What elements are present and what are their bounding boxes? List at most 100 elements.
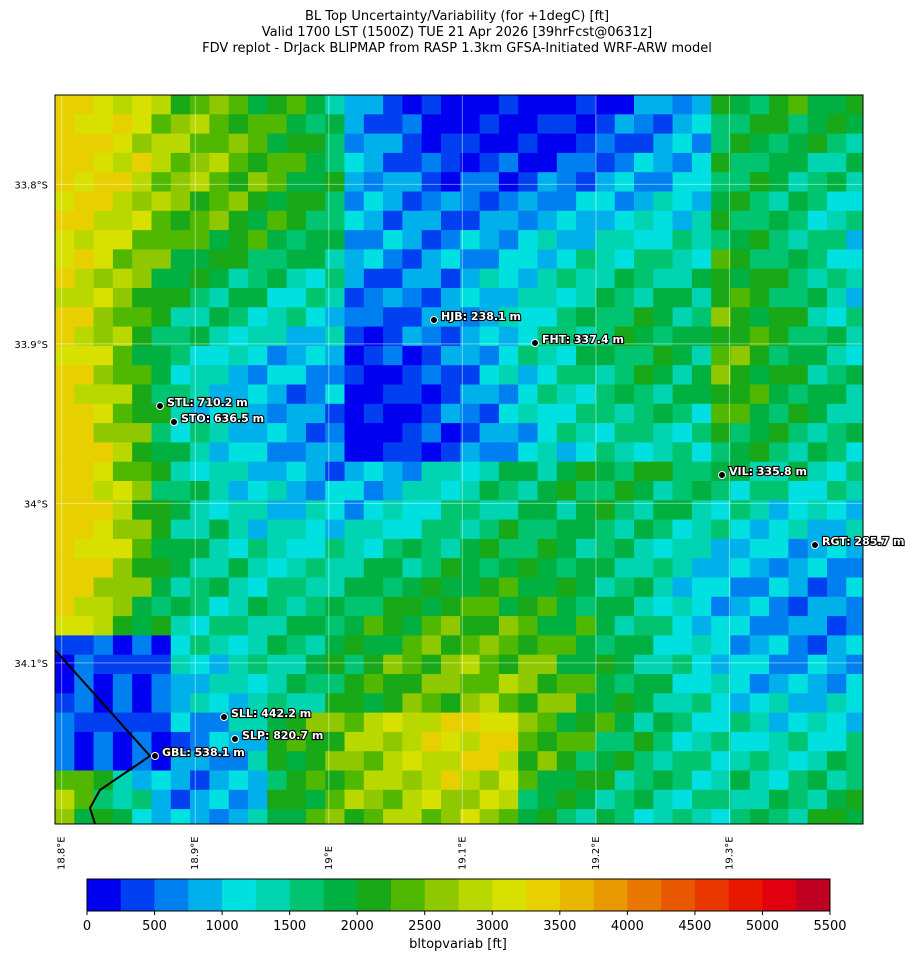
field-cell [827, 345, 847, 366]
field-cell [672, 693, 693, 714]
field-cell [74, 384, 95, 405]
field-cell [421, 693, 442, 714]
field-cell [846, 577, 864, 598]
field-cell [344, 674, 365, 694]
field-cell [807, 481, 828, 501]
field-cell [55, 326, 75, 347]
field-cell [248, 230, 268, 250]
field-cell [55, 577, 75, 598]
field-cell [498, 770, 519, 791]
field-cell [498, 230, 519, 250]
field-cell [479, 403, 500, 424]
field-cell [711, 114, 731, 135]
field-cell [595, 345, 616, 366]
field-cell [595, 809, 616, 825]
field-cell [653, 152, 674, 173]
field-cell [344, 558, 365, 578]
field-cell [383, 519, 403, 540]
field-cell [383, 152, 403, 173]
field-cell [305, 249, 326, 270]
field-cell [653, 693, 674, 714]
field-cell [74, 731, 95, 752]
field-cell [518, 403, 538, 424]
field-cell [93, 95, 114, 115]
field-cell [132, 152, 152, 173]
field-cell [653, 423, 674, 443]
field-cell [498, 809, 519, 825]
field-cell [402, 326, 423, 347]
field-cell [537, 635, 558, 656]
field-cell [769, 423, 789, 443]
field-cell [305, 558, 326, 578]
field-cell [846, 249, 864, 270]
field-cell [93, 423, 114, 443]
field-cell [672, 384, 693, 405]
field-cell [248, 365, 268, 385]
field-cell [55, 519, 75, 540]
field-cell [807, 365, 828, 385]
field-cell [228, 345, 249, 366]
field-cell [614, 789, 635, 810]
field-cell [151, 616, 172, 636]
field-cell [614, 616, 635, 636]
field-cell [190, 461, 210, 482]
field-cell [190, 191, 210, 212]
field-cell [112, 172, 133, 192]
field-cell [749, 809, 770, 825]
field-cell [749, 731, 770, 752]
field-cell [170, 307, 191, 328]
field-cell [672, 249, 693, 270]
station-dot [718, 471, 726, 479]
field-cell [653, 789, 674, 810]
field-cell [248, 674, 268, 694]
field-cell [325, 345, 345, 366]
field-cell [248, 481, 268, 501]
field-cell [325, 654, 345, 675]
field-cell [441, 596, 461, 617]
colorbar-tick-label: 1000 [206, 919, 239, 934]
field-cell [595, 770, 616, 791]
field-cell [190, 249, 210, 270]
field-cell [614, 693, 635, 714]
field-cell [807, 654, 828, 675]
field-cell [672, 191, 693, 212]
field-cell [595, 365, 616, 385]
field-cell [344, 249, 365, 270]
field-cell [421, 403, 442, 424]
field-cell [286, 307, 307, 328]
field-cell [363, 635, 384, 656]
field-cell [383, 423, 403, 443]
field-cell [363, 210, 384, 231]
field-cell [93, 461, 114, 482]
field-cell [711, 365, 731, 385]
field-cell [132, 268, 152, 289]
field-cell [498, 635, 519, 656]
x-tick-label: 18.9°E [190, 836, 201, 870]
field-cell [170, 789, 191, 810]
field-cell [788, 731, 809, 752]
field-cell [228, 789, 249, 810]
field-cell [769, 172, 789, 192]
field-cell [344, 693, 365, 714]
field-cell [691, 731, 712, 752]
field-cell [807, 674, 828, 694]
field-cell [518, 249, 538, 270]
field-cell [441, 577, 461, 598]
field-cell [112, 152, 133, 173]
field-cell [711, 693, 731, 714]
field-cell [170, 133, 191, 154]
field-cell [170, 423, 191, 443]
field-cell [788, 114, 809, 135]
field-cell [556, 731, 577, 752]
field-cell [209, 538, 230, 559]
field-cell [807, 345, 828, 366]
field-cell [537, 770, 558, 791]
field-cell [383, 712, 403, 733]
field-cell [827, 230, 847, 250]
field-cell [325, 596, 345, 617]
field-cell [170, 230, 191, 250]
field-cell [827, 365, 847, 385]
field-cell [363, 230, 384, 250]
field-cell [402, 809, 423, 825]
field-cell [344, 809, 365, 825]
